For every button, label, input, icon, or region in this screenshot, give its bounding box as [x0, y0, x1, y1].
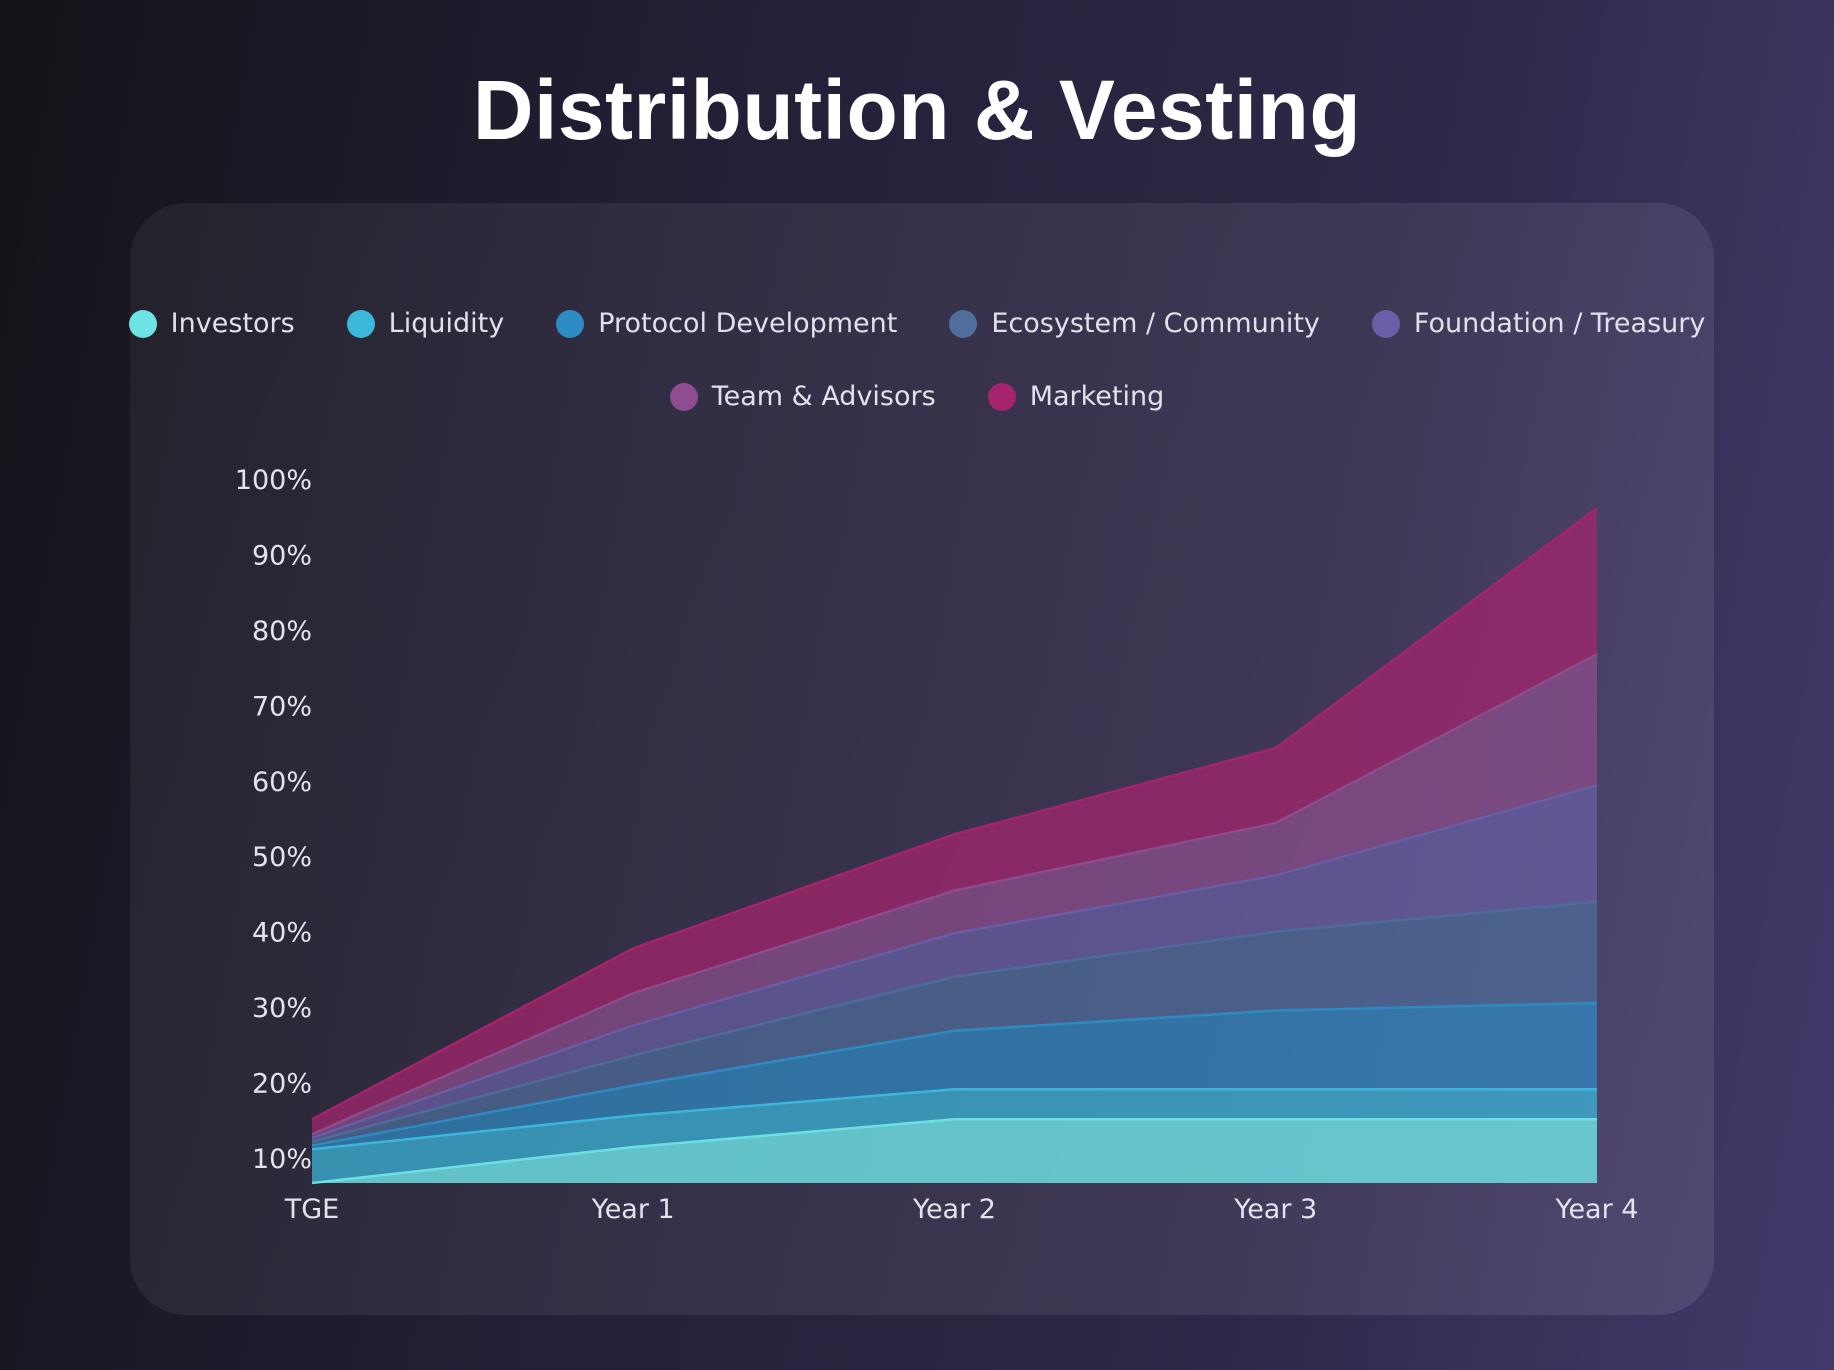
legend-swatch-icon: [987, 382, 1016, 411]
x-tick-label: Year 2: [912, 1194, 996, 1225]
line-investors: [311, 1118, 1597, 1185]
legend-item-foundation-treasury[interactable]: Foundation / Treasury: [1371, 308, 1706, 339]
legend-swatch-icon: [128, 309, 157, 338]
y-tick-label: 10%: [252, 1144, 312, 1175]
legend-label: Protocol Development: [598, 308, 898, 339]
y-tick-label: 100%: [235, 465, 312, 496]
area-foundation-treasury[interactable]: [312, 785, 1597, 1142]
line-protocol-development: [311, 1001, 1598, 1147]
x-axis-ticks: TGE Year 1 Year 2 Year 3 Year 4: [284, 1194, 1639, 1225]
legend-label: Investors: [170, 308, 295, 339]
y-tick-label: 80%: [252, 616, 312, 647]
area-layers: [312, 508, 1597, 1183]
legend-item-liquidity[interactable]: Liquidity: [346, 308, 505, 339]
y-tick-label: 40%: [252, 918, 312, 949]
legend-label: Ecosystem / Community: [991, 308, 1320, 339]
boundary-lines: [311, 506, 1598, 1185]
legend-item-protocol-development[interactable]: Protocol Development: [556, 308, 897, 339]
x-tick-label: Year 3: [1233, 1194, 1317, 1225]
y-tick-label: 20%: [252, 1069, 312, 1100]
legend-row-1: Investors Liquidity Protocol Development…: [0, 308, 1834, 339]
area-team-advisors[interactable]: [312, 654, 1597, 1138]
x-tick-label: TGE: [284, 1194, 339, 1225]
line-team-advisors: [311, 653, 1598, 1136]
area-marketing[interactable]: [312, 508, 1597, 1135]
x-tick-label: Year 1: [591, 1194, 675, 1225]
y-tick-label: 30%: [252, 993, 312, 1024]
legend-label: Marketing: [1029, 381, 1165, 412]
y-tick-label: 50%: [252, 842, 312, 873]
legend-swatch-icon: [949, 309, 978, 338]
legend-label: Foundation / Treasury: [1413, 308, 1706, 339]
legend-swatch-icon: [556, 309, 585, 338]
y-axis-ticks: 10% 20% 30% 40% 50% 60% 70% 80% 90% 100%: [235, 465, 312, 1175]
area-protocol-development[interactable]: [312, 1003, 1597, 1150]
legend-swatch-icon: [346, 309, 375, 338]
area-liquidity[interactable]: [312, 1089, 1597, 1183]
line-marketing: [311, 506, 1598, 1121]
legend-item-ecosystem-community[interactable]: Ecosystem / Community: [949, 308, 1320, 339]
y-tick-label: 70%: [252, 691, 312, 722]
legend-item-investors[interactable]: Investors: [128, 308, 295, 339]
legend-label: Liquidity: [388, 308, 505, 339]
legend-label: Team & Advisors: [711, 381, 936, 412]
legend-item-team-advisors[interactable]: Team & Advisors: [669, 381, 936, 412]
line-ecosystem-community: [311, 900, 1598, 1143]
legend-swatch-icon: [1371, 309, 1400, 338]
legend-swatch-icon: [669, 382, 698, 411]
y-tick-label: 90%: [252, 540, 312, 571]
line-foundation-treasury: [311, 784, 1598, 1140]
line-liquidity: [311, 1088, 1597, 1151]
y-tick-label: 60%: [252, 767, 312, 798]
area-investors[interactable]: [312, 1119, 1597, 1183]
x-tick-label: Year 4: [1555, 1194, 1639, 1225]
legend-item-marketing[interactable]: Marketing: [987, 381, 1165, 412]
legend-row-2: Team & Advisors Marketing: [0, 381, 1834, 412]
chart-title: Distribution & Vesting: [472, 63, 1362, 157]
